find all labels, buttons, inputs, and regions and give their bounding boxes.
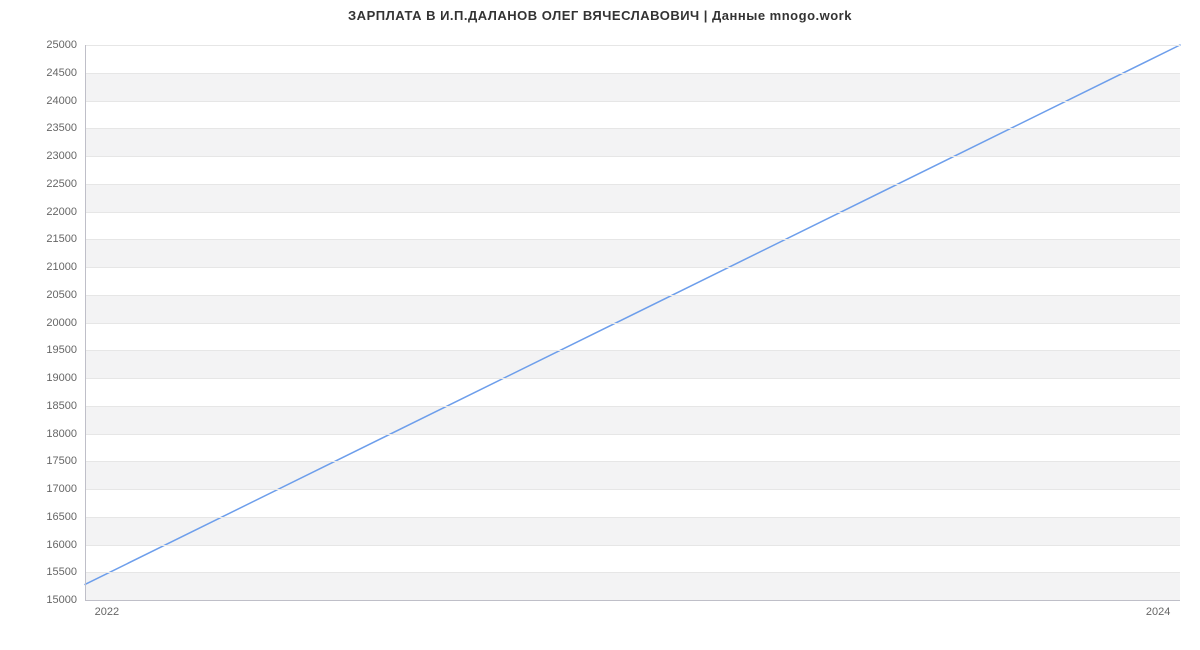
x-tick-label: 2024: [1146, 606, 1170, 618]
y-gridline: [85, 350, 1180, 351]
y-tick-label: 24500: [46, 67, 77, 79]
y-gridline: [85, 406, 1180, 407]
y-tick-label: 15500: [46, 566, 77, 578]
y-gridline: [85, 545, 1180, 546]
y-tick-label: 21500: [46, 233, 77, 245]
y-tick-label: 23000: [46, 150, 77, 162]
y-gridline: [85, 434, 1180, 435]
y-tick-label: 16500: [46, 511, 77, 523]
x-tick-label: 2022: [95, 606, 119, 618]
chart-title: ЗАРПЛАТА В И.П.ДАЛАНОВ ОЛЕГ ВЯЧЕСЛАВОВИЧ…: [0, 8, 1200, 23]
y-gridline: [85, 45, 1180, 46]
chart-container: ЗАРПЛАТА В И.П.ДАЛАНОВ ОЛЕГ ВЯЧЕСЛАВОВИЧ…: [0, 0, 1200, 650]
y-tick-label: 16000: [46, 539, 77, 551]
y-gridline: [85, 378, 1180, 379]
y-tick-label: 20500: [46, 289, 77, 301]
y-tick-label: 18500: [46, 400, 77, 412]
y-gridline: [85, 489, 1180, 490]
y-gridline: [85, 156, 1180, 157]
y-tick-label: 20000: [46, 317, 77, 329]
y-tick-label: 21000: [46, 261, 77, 273]
y-gridline: [85, 239, 1180, 240]
y-tick-label: 25000: [46, 39, 77, 51]
y-gridline: [85, 267, 1180, 268]
y-axis-line: [85, 45, 86, 600]
y-gridline: [85, 128, 1180, 129]
y-gridline: [85, 517, 1180, 518]
y-tick-label: 17500: [46, 455, 77, 467]
y-tick-label: 24000: [46, 95, 77, 107]
y-gridline: [85, 295, 1180, 296]
y-gridline: [85, 461, 1180, 462]
y-tick-label: 15000: [46, 594, 77, 606]
y-tick-label: 19500: [46, 344, 77, 356]
y-tick-label: 22000: [46, 206, 77, 218]
y-gridline: [85, 212, 1180, 213]
salary-line: [85, 45, 1180, 584]
y-tick-label: 18000: [46, 428, 77, 440]
y-tick-label: 23500: [46, 122, 77, 134]
y-tick-label: 22500: [46, 178, 77, 190]
plot-area: 1500015500160001650017000175001800018500…: [85, 45, 1180, 600]
y-tick-label: 19000: [46, 372, 77, 384]
y-gridline: [85, 184, 1180, 185]
x-axis-line: [85, 600, 1180, 601]
y-gridline: [85, 73, 1180, 74]
y-tick-label: 17000: [46, 483, 77, 495]
y-gridline: [85, 323, 1180, 324]
y-gridline: [85, 101, 1180, 102]
y-gridline: [85, 572, 1180, 573]
